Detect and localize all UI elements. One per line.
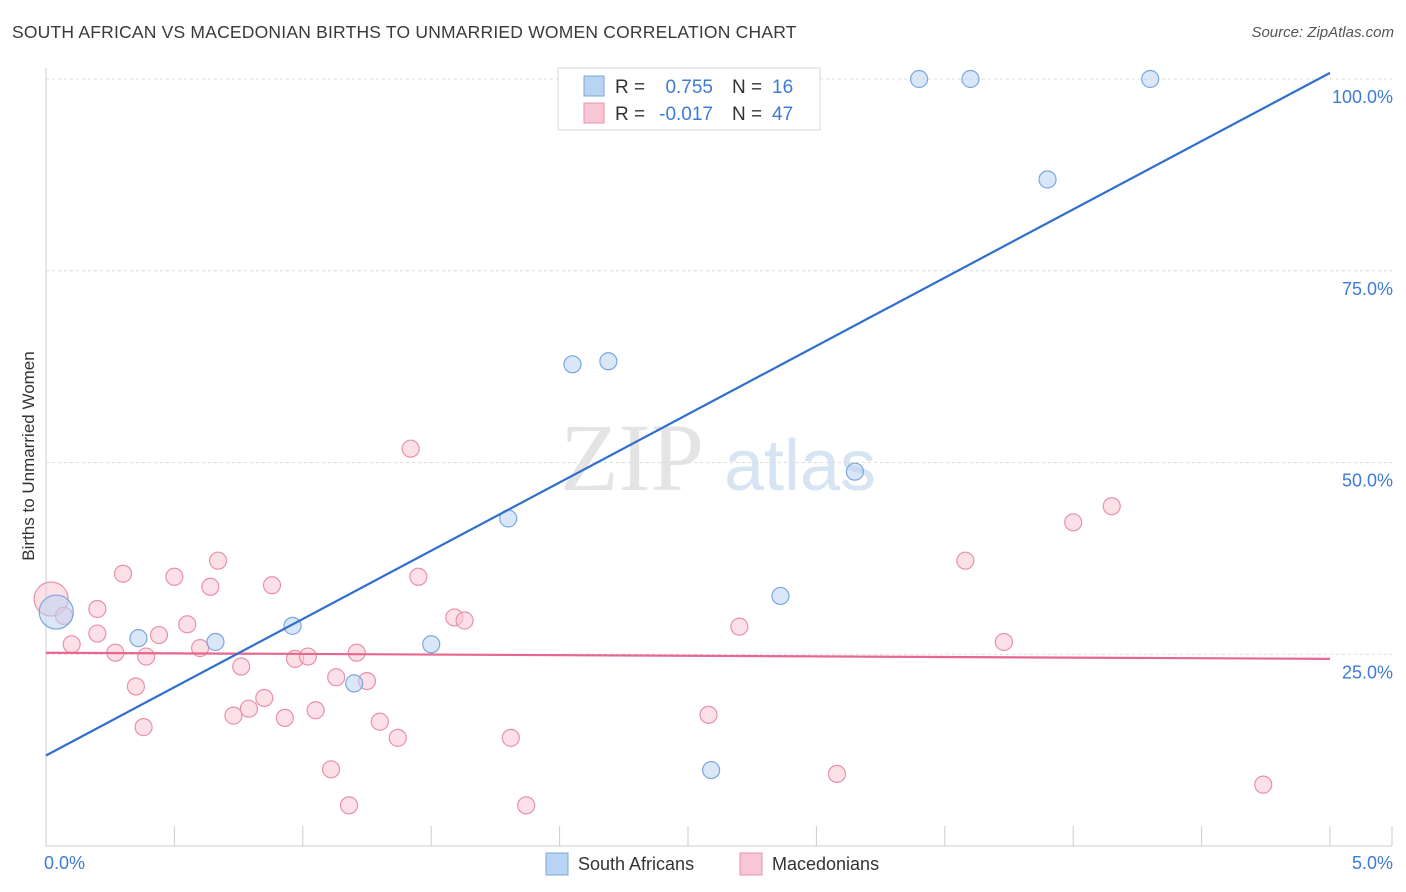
macedonians-point [262, 576, 282, 595]
macedonians-point [224, 706, 243, 725]
macedonians-point [994, 632, 1013, 652]
macedonians-point [88, 624, 107, 643]
macedonians-point [730, 617, 749, 636]
y-tick-label: 75.0% [1342, 279, 1393, 299]
macedonians-point [255, 688, 274, 708]
macedonians-point [455, 611, 474, 630]
macedonians-point [208, 551, 228, 570]
macedonians-point [239, 699, 258, 718]
legend-r-label: R = [615, 77, 645, 98]
macedonians-point [388, 728, 407, 747]
macedonians-point [339, 796, 359, 815]
south-africans-point [206, 632, 225, 652]
source-label: Source: ZipAtlas.com [1251, 24, 1394, 41]
macedonians-point [88, 599, 107, 619]
legend-r-value: -0.017 [659, 104, 713, 125]
south-africans-point [1038, 170, 1057, 189]
south-africans-point [702, 760, 721, 780]
legend-n-value: 47 [772, 104, 793, 125]
macedonians-point [327, 668, 346, 687]
macedonians-point [232, 657, 251, 676]
macedonians-point [306, 701, 325, 720]
south-africans-point [563, 355, 582, 374]
macedonians-point [1254, 775, 1273, 794]
south-africans-point [961, 69, 980, 89]
macedonians-point [517, 796, 536, 815]
south-africans-trendline [45, 71, 1331, 757]
macedonians-point [178, 615, 197, 634]
south-africans-point [422, 635, 441, 654]
legend-r-label: R = [615, 104, 645, 125]
macedonians-legend-swatch [583, 102, 605, 124]
macedonians-point [401, 439, 420, 458]
macedonians-point [275, 708, 294, 728]
south-africans-point [845, 462, 865, 481]
south-africans-point [599, 352, 618, 371]
macedonians-point [501, 728, 520, 747]
y-tick-label: 50.0% [1342, 471, 1393, 491]
south-africans-bottom-label: South Africans [578, 854, 694, 874]
bottom-legend: South Africans Macedonians [545, 852, 879, 876]
macedonians-point [137, 647, 156, 666]
macedonians-point [699, 705, 718, 724]
macedonians-point [201, 577, 220, 596]
south-africans-point [1141, 69, 1160, 89]
south-africans-point [38, 594, 74, 630]
chart-title: SOUTH AFRICAN VS MACEDONIAN BIRTHS TO UN… [12, 22, 797, 42]
macedonians-point [1064, 513, 1083, 532]
macedonians-point [956, 551, 975, 570]
macedonians-point [126, 677, 145, 696]
macedonians-point [165, 567, 184, 586]
macedonians-point [827, 764, 847, 784]
south-africans-point [345, 674, 364, 693]
south-africans-legend-swatch [583, 75, 605, 97]
macedonians-point [62, 635, 81, 654]
legend-n-value: 16 [772, 77, 793, 98]
macedonians-point [409, 567, 428, 586]
macedonians-bottom-label: Macedonians [772, 854, 879, 874]
south-africans-point [910, 69, 929, 89]
south-africans-point [771, 586, 790, 606]
legend-n-label: N = [732, 77, 762, 98]
macedonians-point [298, 647, 318, 666]
watermark-zip: ZIP [560, 404, 704, 511]
y-axis-label: Births to Unmarried Women [19, 351, 38, 560]
legend-box: R = 0.755 N = 16 R = -0.017 N = 47 [557, 67, 821, 131]
y-tick-label: 25.0% [1342, 662, 1393, 682]
macedonians-bottom-swatch [739, 852, 763, 876]
x-tick-label: 5.0% [1352, 853, 1393, 873]
legend-r-value: 0.755 [665, 77, 713, 98]
macedonians-point [370, 712, 389, 731]
macedonians-point [1102, 497, 1121, 516]
macedonians-point [149, 625, 169, 645]
macedonians-point [321, 760, 341, 779]
south-africans-point [129, 629, 148, 648]
y-tick-label: 100.0% [1332, 87, 1393, 107]
macedonians-point [347, 643, 366, 662]
macedonians-trendline [45, 651, 1331, 660]
macedonians-point [134, 718, 153, 737]
x-tick-label: 0.0% [44, 853, 85, 873]
legend-n-label: N = [732, 104, 762, 125]
macedonians-point [113, 564, 133, 583]
south-africans-point [283, 616, 302, 635]
south-africans-bottom-swatch [545, 852, 569, 876]
